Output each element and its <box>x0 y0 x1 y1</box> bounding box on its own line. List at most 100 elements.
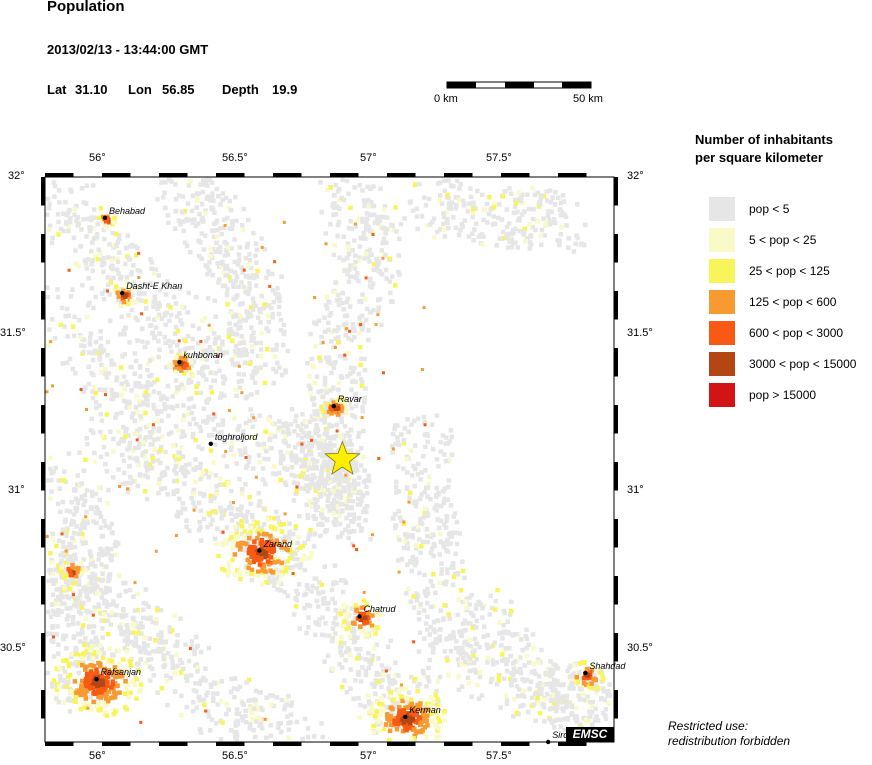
density-pixel <box>337 255 342 260</box>
density-pixel <box>468 656 473 662</box>
density-pixel <box>396 269 401 275</box>
density-pixel <box>128 365 133 370</box>
density-pixel <box>308 331 313 337</box>
density-pixel <box>353 678 358 683</box>
density-pixel <box>325 435 330 440</box>
density-pixel <box>359 498 364 504</box>
density-pixel <box>531 669 537 674</box>
density-pixel <box>340 290 345 296</box>
density-pixel <box>185 412 190 417</box>
density-pixel <box>198 182 203 187</box>
density-pixel <box>82 258 88 263</box>
density-pixel <box>249 373 255 379</box>
density-pixel <box>399 432 404 437</box>
density-pixel <box>381 708 386 713</box>
density-pixel <box>233 194 238 200</box>
density-pixel <box>542 719 547 724</box>
density-pixel <box>249 571 254 577</box>
density-pixel <box>557 700 563 705</box>
density-pixel <box>322 315 327 320</box>
density-pixel <box>331 497 337 503</box>
density-pixel <box>94 638 100 644</box>
density-pixel <box>334 422 340 427</box>
density-pixel <box>511 210 517 216</box>
density-pixel <box>183 353 189 359</box>
density-pixel <box>180 219 186 225</box>
density-pixel <box>130 411 136 416</box>
density-pixel <box>357 299 362 304</box>
density-pixel <box>460 224 465 230</box>
density-pixel <box>63 314 68 319</box>
density-pixel <box>252 706 257 711</box>
density-pixel <box>157 390 162 396</box>
density-pixel <box>585 694 590 699</box>
density-pixel <box>183 463 189 468</box>
density-pixel <box>154 649 159 654</box>
density-pixel <box>505 658 510 663</box>
density-pixel <box>100 626 105 631</box>
density-pixel <box>253 340 259 346</box>
density-pixel <box>73 556 79 561</box>
density-pixel <box>538 196 543 202</box>
density-pixel <box>51 654 57 659</box>
density-pixel <box>79 662 85 668</box>
density-pixel <box>149 666 155 672</box>
density-pixel <box>307 555 313 561</box>
density-pixel <box>332 522 338 528</box>
density-pixel <box>94 505 99 510</box>
density-pixel <box>317 452 323 457</box>
density-pixel <box>256 503 262 508</box>
density-pixel <box>133 405 139 410</box>
density-pixel <box>322 420 327 425</box>
density-pixel <box>90 258 95 263</box>
density-pixel <box>369 285 374 290</box>
density-pixel <box>386 644 391 650</box>
density-pixel <box>588 699 593 705</box>
density-pixel <box>286 443 291 449</box>
density-pixel <box>561 708 566 714</box>
density-pixel <box>94 667 99 672</box>
density-pixel <box>219 231 224 237</box>
density-pixel <box>283 421 289 426</box>
density-pixel <box>277 298 282 304</box>
density-pixel <box>175 663 181 668</box>
density-pixel <box>330 466 335 471</box>
density-pixel <box>406 690 412 695</box>
density-pixel <box>331 488 336 494</box>
density-pixel <box>306 485 312 491</box>
density-pixel <box>255 573 261 579</box>
density-pixel <box>340 177 345 182</box>
density-pixel <box>504 701 510 707</box>
density-pixel <box>445 497 451 503</box>
density-pixel <box>430 700 436 705</box>
density-pixel <box>198 428 204 434</box>
density-pixel <box>353 259 358 265</box>
density-pixel <box>73 371 78 376</box>
density-pixel <box>255 555 260 560</box>
density-pixel <box>249 265 254 271</box>
density-pixel <box>554 663 559 668</box>
density-pixel <box>278 522 283 527</box>
density-pixel <box>125 682 131 687</box>
density-pixel <box>575 202 580 207</box>
density-pixel <box>603 716 609 722</box>
density-pixel <box>135 591 140 597</box>
density-pixel <box>182 481 187 486</box>
density-pixel <box>528 234 533 240</box>
density-pixel <box>267 414 273 420</box>
density-pixel <box>72 207 77 212</box>
density-pixel <box>606 689 611 694</box>
density-pixel <box>282 589 287 595</box>
density-pixel <box>444 518 449 524</box>
density-pixel <box>212 442 218 447</box>
density-pixel <box>180 194 186 199</box>
density-pixel <box>230 338 235 343</box>
density-pixel <box>316 479 321 485</box>
density-pixel <box>436 726 441 731</box>
density-pixel <box>511 666 517 671</box>
density-pixel <box>233 734 238 740</box>
density-pixel <box>247 281 252 286</box>
density-pixel <box>366 328 371 333</box>
density-pixel <box>314 507 319 513</box>
density-pixel <box>182 473 188 478</box>
